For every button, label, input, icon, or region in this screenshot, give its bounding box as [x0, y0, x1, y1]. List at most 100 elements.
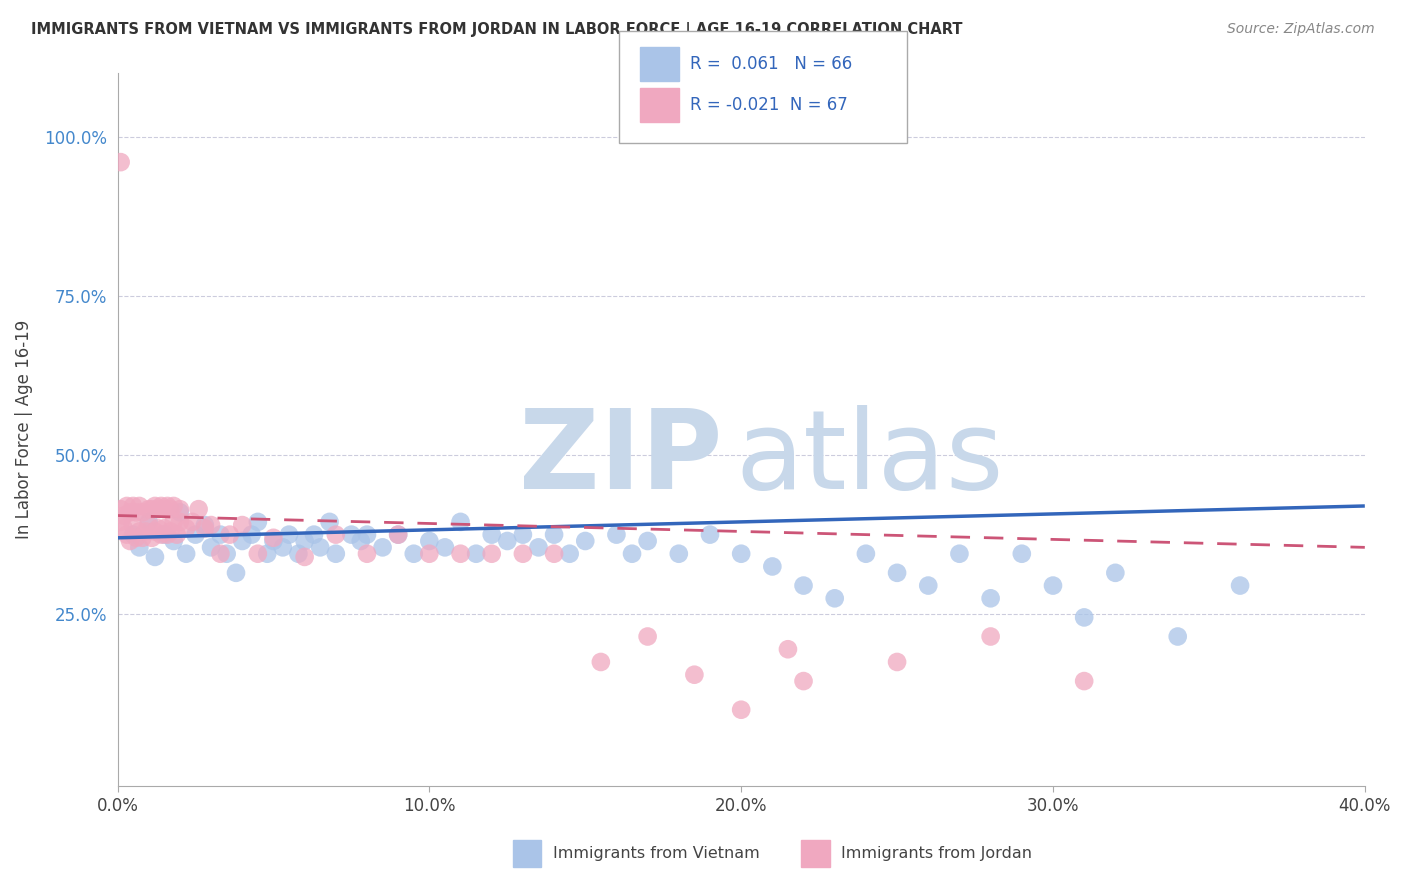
Point	[558, 547, 581, 561]
Point	[169, 505, 191, 519]
Point	[886, 655, 908, 669]
Point	[150, 499, 173, 513]
Point	[141, 502, 163, 516]
Point	[156, 527, 179, 541]
Point	[543, 527, 565, 541]
Point	[125, 505, 148, 519]
Point	[146, 502, 169, 516]
Point	[256, 547, 278, 561]
Point	[450, 515, 472, 529]
Point	[163, 499, 186, 513]
Point	[309, 541, 332, 555]
Point	[169, 515, 191, 529]
Point	[146, 521, 169, 535]
Point	[262, 533, 284, 548]
Point	[166, 527, 188, 541]
Point	[793, 674, 815, 689]
Y-axis label: In Labor Force | Age 16-19: In Labor Force | Age 16-19	[15, 320, 32, 539]
Point	[110, 155, 132, 169]
Point	[699, 527, 721, 541]
Point	[194, 518, 217, 533]
Point	[855, 547, 877, 561]
Point	[246, 547, 269, 561]
Point	[1042, 578, 1064, 592]
Point	[122, 527, 145, 541]
Point	[418, 533, 440, 548]
Text: R =  0.061   N = 66: R = 0.061 N = 66	[690, 55, 852, 73]
Point	[948, 547, 970, 561]
Point	[138, 502, 160, 516]
Point	[231, 518, 253, 533]
Point	[980, 630, 1002, 644]
Point	[387, 527, 409, 541]
Point	[184, 527, 207, 541]
Point	[209, 547, 232, 561]
Point	[776, 642, 799, 657]
Point	[637, 533, 659, 548]
Point	[917, 578, 939, 592]
Point	[761, 559, 783, 574]
Point	[125, 531, 148, 545]
Point	[589, 655, 612, 669]
Point	[138, 515, 160, 529]
Point	[481, 547, 503, 561]
Point	[387, 527, 409, 541]
Point	[278, 527, 301, 541]
Point	[1073, 674, 1095, 689]
Point	[128, 541, 150, 555]
Text: Immigrants from Jordan: Immigrants from Jordan	[841, 847, 1032, 861]
Point	[481, 527, 503, 541]
Point	[605, 527, 627, 541]
Point	[574, 533, 596, 548]
Point	[621, 547, 644, 561]
Point	[110, 502, 132, 516]
Point	[824, 591, 846, 606]
Point	[150, 527, 173, 541]
Point	[287, 547, 309, 561]
Point	[153, 527, 176, 541]
Point	[418, 547, 440, 561]
Point	[115, 499, 138, 513]
Point	[143, 524, 166, 539]
Point	[262, 531, 284, 545]
Point	[141, 531, 163, 545]
Point	[122, 518, 145, 533]
Point	[225, 566, 247, 580]
Point	[115, 527, 138, 541]
Point	[159, 502, 181, 516]
Point	[169, 502, 191, 516]
Point	[527, 541, 550, 555]
Point	[433, 541, 456, 555]
Point	[512, 547, 534, 561]
Point	[302, 527, 325, 541]
Point	[402, 547, 425, 561]
Point	[980, 591, 1002, 606]
Point	[294, 533, 316, 548]
Point	[450, 547, 472, 561]
Point	[340, 527, 363, 541]
Point	[231, 533, 253, 548]
Point	[128, 524, 150, 539]
Text: R = -0.021  N = 67: R = -0.021 N = 67	[690, 96, 848, 114]
Point	[209, 527, 232, 541]
Point	[886, 566, 908, 580]
Point	[200, 518, 222, 533]
Point	[1073, 610, 1095, 624]
Point	[181, 515, 204, 529]
Point	[163, 533, 186, 548]
Point	[122, 499, 145, 513]
Point	[325, 527, 347, 541]
Point	[271, 541, 294, 555]
Text: IMMIGRANTS FROM VIETNAM VS IMMIGRANTS FROM JORDAN IN LABOR FORCE | AGE 16-19 COR: IMMIGRANTS FROM VIETNAM VS IMMIGRANTS FR…	[31, 22, 963, 38]
Point	[118, 533, 141, 548]
Point	[163, 515, 186, 529]
Point	[218, 527, 240, 541]
Point	[194, 521, 217, 535]
Point	[153, 502, 176, 516]
Point	[294, 549, 316, 564]
Point	[112, 508, 135, 523]
Point	[240, 527, 263, 541]
Point	[138, 518, 160, 533]
Point	[356, 547, 378, 561]
Point	[543, 547, 565, 561]
